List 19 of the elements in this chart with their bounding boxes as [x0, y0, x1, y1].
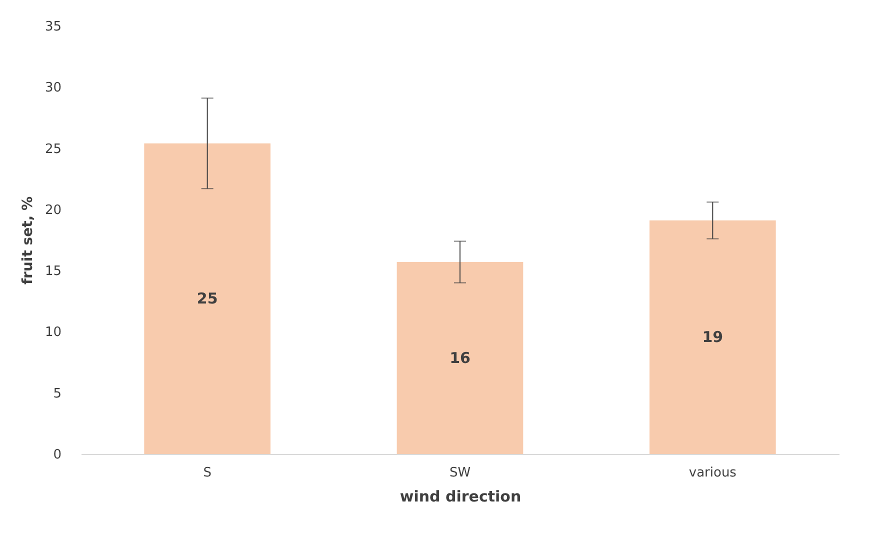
- y-tick-label: 20: [44, 202, 62, 218]
- x-tick-label: S: [203, 466, 212, 480]
- data-label: 25: [196, 290, 218, 308]
- y-tick-label: 15: [44, 264, 62, 280]
- x-tick-label: various: [688, 466, 737, 480]
- y-tick-label: 5: [53, 386, 62, 402]
- data-label: 16: [450, 349, 470, 368]
- y-tick-label: 30: [44, 80, 62, 96]
- y-tick-label: 25: [44, 142, 62, 157]
- y-axis-title: fruit set, %: [20, 196, 36, 285]
- x-tick-label: SW: [449, 466, 471, 480]
- x-axis-title: wind direction: [400, 488, 522, 506]
- y-tick-label: 10: [44, 325, 62, 340]
- bar: [396, 262, 524, 454]
- data-label: 19: [702, 328, 724, 346]
- bar: [650, 220, 776, 454]
- bar: [144, 143, 270, 454]
- y-tick-label: 35: [44, 20, 62, 34]
- y-tick-label: 0: [53, 448, 62, 462]
